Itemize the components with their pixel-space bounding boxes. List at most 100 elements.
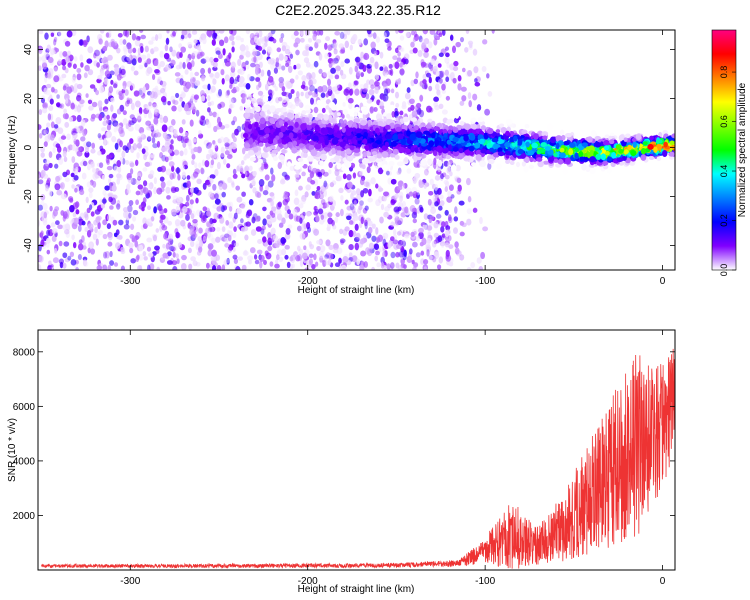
spectrogram-cell [196, 44, 201, 51]
spectrogram-cell [122, 158, 126, 165]
spectrogram-cell [146, 58, 152, 65]
spectrogram-cell [182, 61, 186, 70]
spectrogram-cell [274, 86, 278, 92]
spectrogram-cell [96, 78, 102, 84]
spectrogram-signal-cell [499, 123, 505, 128]
spectrogram-cell [212, 78, 217, 85]
spectrogram-cell [431, 240, 437, 248]
spectrogram-cell [107, 214, 112, 222]
spectrogram-cell [146, 53, 151, 59]
spectrogram-cell [426, 61, 431, 69]
spectrogram-cell [208, 191, 214, 198]
spectrogram-cell [152, 102, 157, 108]
spectrogram-cell [147, 112, 153, 119]
spectrogram-cell [396, 244, 402, 250]
spectrogram-cell [335, 55, 341, 61]
spectrogram-cell [378, 195, 383, 204]
spectrogram-cell [224, 243, 230, 248]
spectrogram-cell [352, 172, 357, 179]
spectrogram-cell [101, 174, 106, 181]
spectrogram-cell [159, 114, 163, 120]
spectrogram-cell [181, 119, 186, 125]
spectrogram-cell [96, 62, 100, 68]
spectrogram-cell [207, 249, 213, 257]
spectrogram-cell [239, 44, 246, 52]
spectrogram-cell [54, 163, 59, 169]
spectrogram-cell [272, 235, 279, 241]
spectrogram-cell [395, 30, 399, 34]
spectrogram-cell [119, 94, 124, 101]
spectrogram-cell [160, 165, 167, 173]
spectrogram-cell [72, 132, 78, 139]
spectrogram-cell [193, 172, 198, 179]
spectrogram-cell [398, 30, 404, 34]
spectrogram-cell [437, 93, 442, 99]
spectrogram-cell [287, 101, 293, 109]
spectrogram-cell [153, 117, 159, 125]
spectrogram-signal-cell [410, 117, 418, 122]
spectrogram-cell [38, 30, 44, 35]
spectrogram-cell [209, 174, 216, 179]
spectrogram-cell [191, 52, 196, 60]
spectrogram-cell [130, 83, 135, 90]
spectrogram-cell [271, 227, 276, 234]
spectrogram-cell [269, 192, 275, 197]
spectrogram-cell [261, 44, 266, 51]
spectrogram-cell [60, 182, 65, 190]
spectrogram-cell [167, 251, 172, 257]
spectrogram-cell [69, 204, 75, 213]
spectrogram-cell [100, 203, 106, 209]
spectrogram-cell [63, 83, 69, 89]
spectrogram-cell [215, 50, 221, 55]
spectrogram-cell [87, 223, 94, 230]
spectrogram-cell [433, 157, 437, 166]
spectrogram-cell [154, 68, 160, 74]
spectrogram-cell [98, 113, 103, 121]
spectrogram-cell [80, 136, 86, 142]
spectrogram-cell [190, 96, 194, 102]
spectrogram-cell [482, 226, 489, 232]
spectrogram-cell [167, 100, 171, 106]
spectrogram-cell [357, 38, 362, 46]
spectrogram-cell [444, 229, 450, 238]
spectrogram-cell [454, 206, 458, 214]
spectrogram-signal-cell [542, 160, 550, 165]
spectrogram-cell [138, 137, 143, 143]
spectrogram-cell [373, 50, 378, 56]
spectrogram-cell [216, 35, 221, 42]
spectrogram-cell [231, 46, 235, 53]
spectrogram-cell [270, 194, 275, 201]
spectrogram-cell [172, 195, 178, 201]
spectrogram-cell [434, 201, 439, 207]
spectrogram-cell [113, 165, 119, 172]
spectrogram-cell [440, 225, 445, 233]
spectrogram-cell [99, 30, 105, 34]
spectrogram-cell [282, 238, 287, 244]
spectrogram-cell [170, 139, 174, 145]
spectrogram-cell [423, 51, 429, 58]
spectrogram-cell [142, 197, 147, 204]
spectrogram-cell [333, 43, 337, 51]
spectrogram-cell [184, 69, 189, 75]
spectrogram-cell [429, 178, 434, 186]
spectrogram-cell [95, 238, 99, 246]
spectrogram-cell [420, 250, 425, 256]
spectrogram-cell [42, 203, 48, 211]
spectrogram-cell [227, 177, 232, 183]
spectrogram-cell [424, 168, 429, 176]
spectrogram-cell [64, 93, 70, 101]
spectrogram-cell [172, 99, 176, 105]
spectrogram-cell [84, 151, 90, 158]
spectrogram-cell [254, 259, 260, 265]
spectrogram-cell [383, 88, 389, 96]
spectrogram-cell [178, 127, 184, 134]
spectrogram-cell [224, 150, 230, 156]
spectrogram-cell [228, 212, 233, 219]
spectrogram-cell [422, 224, 428, 230]
spectrogram-cell [52, 257, 59, 264]
spectrogram-cell [202, 182, 207, 190]
spectrogram-cell [314, 261, 319, 267]
spectrogram-cell [211, 265, 217, 270]
spectrogram-cell [250, 62, 256, 68]
spectrogram-cell [131, 33, 136, 41]
